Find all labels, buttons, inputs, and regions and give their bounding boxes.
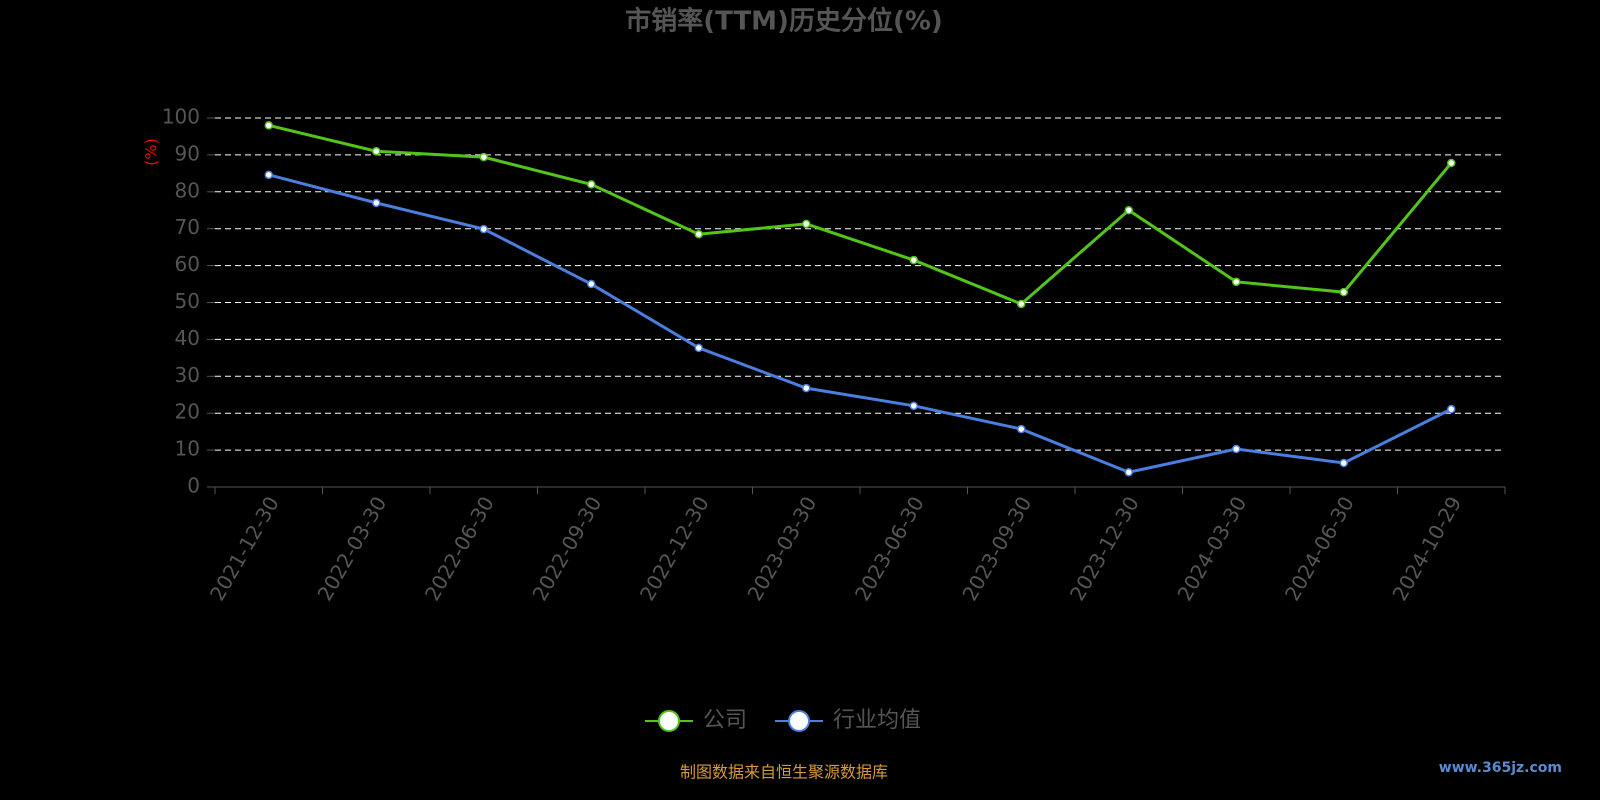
y-tick-label: 100 bbox=[162, 105, 200, 129]
point bbox=[264, 170, 273, 180]
point bbox=[909, 255, 918, 265]
y-tick-label: 80 bbox=[175, 178, 200, 202]
watermark: www.365jz.com bbox=[1439, 760, 1562, 776]
point bbox=[909, 401, 918, 411]
point bbox=[694, 229, 703, 239]
point bbox=[1447, 404, 1456, 414]
y-tick-label: 40 bbox=[175, 326, 200, 350]
chart: 市销率(TTM)历史分位(%) (%) 制图数据来自恒生聚源数据库 www.36… bbox=[0, 0, 1568, 784]
legend-marker bbox=[788, 710, 811, 732]
point bbox=[1017, 424, 1026, 434]
background bbox=[0, 0, 1568, 784]
point bbox=[372, 146, 381, 156]
point bbox=[1017, 299, 1026, 309]
point bbox=[1124, 206, 1133, 215]
point bbox=[1339, 458, 1348, 468]
point bbox=[479, 224, 488, 234]
y-tick-label: 50 bbox=[175, 289, 200, 313]
legend-label: 公司 bbox=[703, 708, 747, 733]
point bbox=[1339, 287, 1348, 297]
series-line bbox=[268, 173, 1452, 474]
point bbox=[1124, 467, 1133, 477]
point bbox=[479, 152, 488, 162]
point bbox=[1232, 277, 1241, 287]
point bbox=[1232, 444, 1241, 454]
y-tick-label: 20 bbox=[175, 400, 200, 424]
point bbox=[1447, 158, 1456, 168]
chart-title: 市销率(TTM)历史分位(%) bbox=[625, 6, 943, 37]
y-tick-label: 90 bbox=[175, 141, 200, 165]
series-line bbox=[268, 123, 1453, 306]
point bbox=[372, 198, 381, 208]
point bbox=[802, 383, 811, 393]
point bbox=[694, 343, 703, 353]
point bbox=[587, 279, 596, 289]
point bbox=[802, 219, 811, 229]
legend-label: 行业均值 bbox=[833, 708, 921, 733]
legend-marker bbox=[658, 710, 680, 732]
y-tick-label: 0 bbox=[187, 474, 200, 498]
y-tick-label: 70 bbox=[175, 215, 200, 239]
y-tick-label: 60 bbox=[175, 252, 200, 276]
y-tick-label: 10 bbox=[175, 437, 200, 461]
point bbox=[587, 180, 596, 189]
source-note: 制图数据来自恒生聚源数据库 bbox=[680, 763, 888, 782]
y-tick-label: 30 bbox=[175, 363, 200, 387]
y-axis-label: (%) bbox=[142, 138, 161, 166]
point bbox=[264, 121, 273, 130]
